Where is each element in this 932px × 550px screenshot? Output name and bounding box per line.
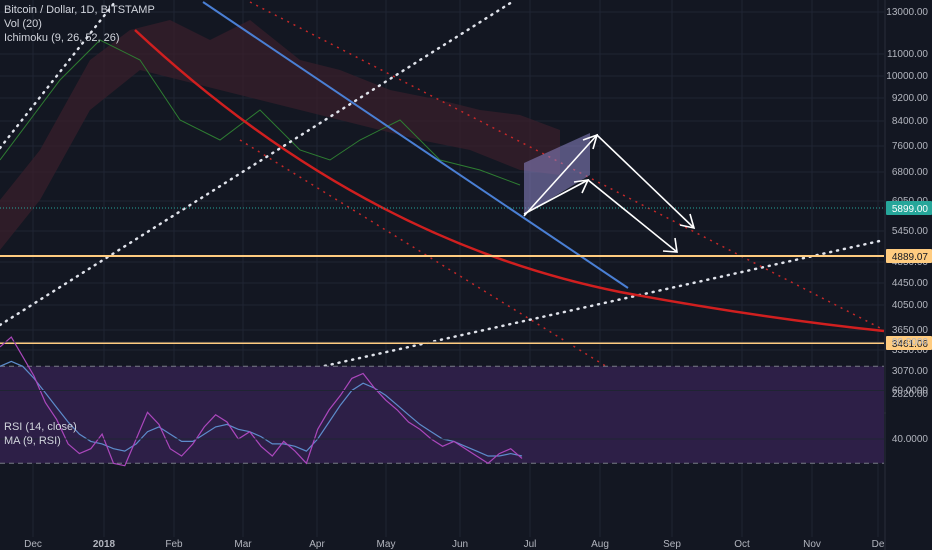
- price-tick-label: 2820.00: [892, 389, 929, 400]
- rsi-legend: RSI (14, close) MA (9, RSI): [4, 420, 77, 448]
- ichimoku-lagging-line: [0, 39, 521, 186]
- price-tick-label: 3650.00: [892, 325, 929, 336]
- time-tick-label: Jul: [524, 539, 537, 550]
- projection-box: [524, 133, 590, 215]
- current-price-tag-bg: [886, 201, 932, 215]
- rsi-line: [0, 336, 523, 467]
- log-curve-line: [134, 29, 885, 333]
- price-tick-label: 5450.00: [892, 226, 929, 237]
- price-tick-label: 8400.00: [892, 116, 929, 127]
- support-high-tag-bg: [886, 249, 932, 263]
- main-legend: Bitcoin / Dollar, 1D, BITSTAMP Vol (20) …: [4, 3, 155, 45]
- time-tick-label: Feb: [165, 539, 183, 550]
- price-tick-label: 4450.00: [892, 278, 929, 289]
- time-tick-label: 2018: [93, 539, 116, 550]
- time-tick-label: Sep: [663, 539, 681, 550]
- time-tick-label: Mar: [234, 539, 252, 550]
- support-low-tag: 3461.06: [892, 339, 929, 350]
- arrowhead: [573, 179, 590, 194]
- ichimoku-legend[interactable]: Ichimoku (9, 26, 52, 26): [4, 32, 120, 44]
- time-tick-label: Aug: [591, 539, 609, 550]
- trendline-dotted-left: [0, 0, 117, 150]
- ichimoku-cloud: [0, 20, 560, 250]
- price-tick-label: 10000.00: [886, 71, 928, 82]
- arrowhead: [679, 213, 696, 230]
- price-tick-label: 6800.00: [892, 167, 929, 178]
- rsi-tick-label: 60.0000: [892, 386, 929, 397]
- support-low-tag-bg: [886, 336, 932, 350]
- time-tick-label: Jun: [452, 539, 468, 550]
- volume-legend[interactable]: Vol (20): [4, 18, 42, 30]
- rsi-tick-label: 40.0000: [892, 434, 929, 445]
- support-high-tag: 4889.07: [892, 252, 929, 263]
- descending-channel-line: [202, 1, 629, 289]
- rsi-tick-label: 80.0000: [892, 337, 929, 348]
- time-tick-label: Nov: [803, 539, 821, 550]
- trendline-dotted-upper: [0, 0, 514, 327]
- chart-drawings: [0, 0, 886, 414]
- price-axis[interactable]: 13000.00 11000.00 10000.00 9200.00 8400.00 76…: [886, 7, 932, 445]
- time-tick-label: May: [377, 539, 396, 550]
- time-axis[interactable]: Dec 2018 Feb Mar Apr May Jun Jul Aug Sep Oct Nov De: [24, 539, 885, 550]
- price-tick-label: 13000.00: [886, 7, 928, 18]
- rsi-ma-legend-label[interactable]: MA (9, RSI): [4, 435, 61, 447]
- ichimoku-cloud-area: [0, 20, 560, 250]
- rsi-pane: [0, 336, 884, 467]
- price-tick-label: 3070.00: [892, 366, 929, 377]
- price-tick-label: 3350.00: [892, 345, 929, 356]
- rsi-legend-label[interactable]: RSI (14, close): [4, 421, 77, 433]
- current-price-tag: 5899.00: [892, 204, 929, 215]
- time-tick-label: Apr: [309, 539, 325, 550]
- symbol-legend[interactable]: Bitcoin / Dollar, 1D, BITSTAMP: [4, 4, 155, 16]
- rsi-band: [0, 366, 884, 464]
- time-tick-label: Dec: [24, 539, 42, 550]
- arrowhead: [662, 237, 678, 253]
- time-tick-label: Oct: [734, 539, 750, 550]
- price-tick-label: 4050.00: [892, 300, 929, 311]
- price-tick-label: 9200.00: [892, 93, 929, 104]
- price-tick-label: 11000.00: [887, 49, 928, 60]
- trendline-dotted-lower: [118, 238, 886, 414]
- time-tick-label: De: [872, 539, 885, 550]
- arrowhead: [582, 133, 599, 150]
- price-tick-label: 7600.00: [892, 141, 929, 152]
